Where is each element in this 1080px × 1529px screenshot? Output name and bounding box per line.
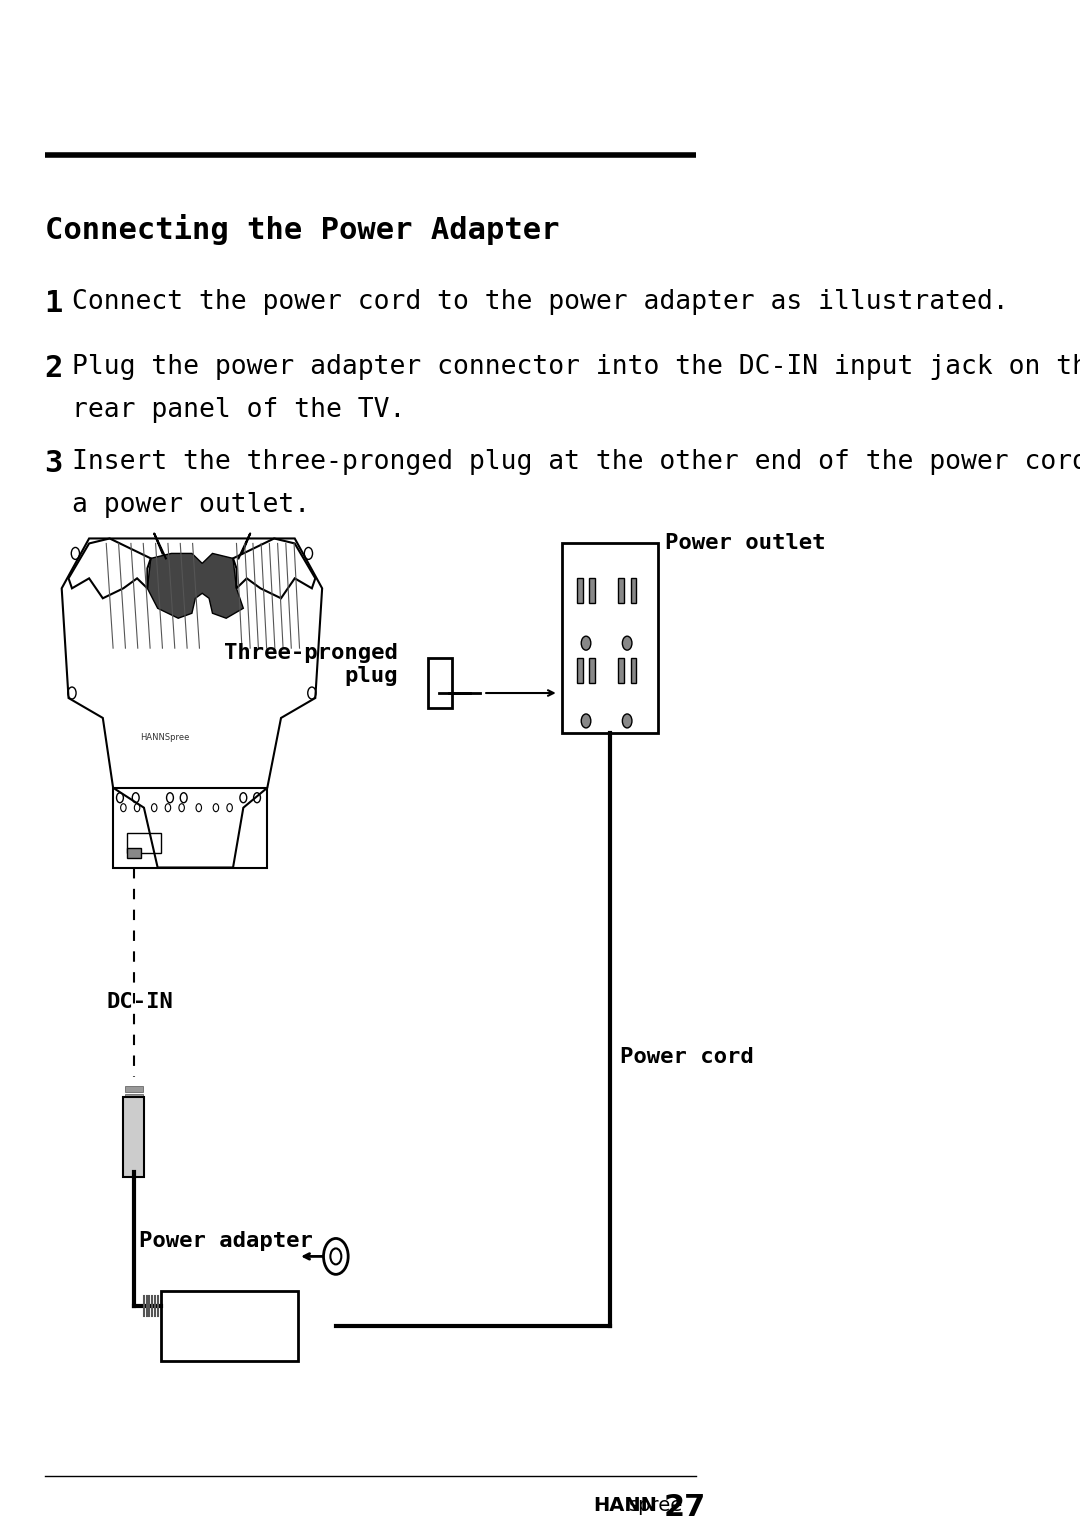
Text: 2: 2	[44, 355, 63, 382]
Bar	[125, 1110, 143, 1116]
Bar	[618, 578, 624, 604]
Bar	[125, 1118, 143, 1124]
Bar	[125, 1086, 143, 1092]
Bar	[618, 657, 624, 683]
Bar	[590, 578, 595, 604]
Text: Power outlet: Power outlet	[665, 534, 825, 553]
Bar	[125, 1102, 143, 1109]
Text: a power outlet.: a power outlet.	[72, 492, 310, 518]
Text: Connect the power cord to the power adapter as illustrated.: Connect the power cord to the power adap…	[72, 289, 1009, 315]
Text: HANNSpree: HANNSpree	[139, 734, 189, 743]
Text: Plug the power adapter connector into the DC-IN input jack on the: Plug the power adapter connector into th…	[72, 355, 1080, 381]
Bar	[123, 1096, 144, 1177]
Text: 3: 3	[44, 448, 63, 477]
Bar	[125, 1093, 143, 1099]
Bar	[631, 578, 636, 604]
Text: plug: plug	[345, 667, 397, 687]
Bar	[562, 543, 658, 732]
Text: 27: 27	[663, 1492, 705, 1521]
Circle shape	[581, 714, 591, 728]
Text: Insert the three-pronged plug at the other end of the power cord into: Insert the three-pronged plug at the oth…	[72, 448, 1080, 474]
Circle shape	[581, 636, 591, 650]
Bar	[126, 833, 161, 853]
Bar	[126, 847, 140, 858]
Bar	[577, 578, 582, 604]
Text: spree: spree	[630, 1495, 684, 1515]
Bar	[577, 657, 582, 683]
Bar	[113, 787, 268, 867]
Bar	[590, 657, 595, 683]
Polygon shape	[147, 553, 243, 618]
Text: Connecting the Power Adapter: Connecting the Power Adapter	[44, 214, 559, 245]
Text: 1: 1	[44, 289, 63, 318]
Text: Power cord: Power cord	[620, 1047, 754, 1067]
Bar	[631, 657, 636, 683]
Text: HANN: HANN	[593, 1495, 657, 1515]
Text: Three-pronged: Three-pronged	[224, 644, 397, 664]
Text: Power adapter: Power adapter	[139, 1231, 313, 1251]
Circle shape	[622, 714, 632, 728]
Text: rear panel of the TV.: rear panel of the TV.	[72, 398, 405, 424]
Text: DC-IN: DC-IN	[106, 992, 173, 1012]
Circle shape	[622, 636, 632, 650]
Bar	[429, 657, 453, 708]
Bar	[161, 1292, 298, 1361]
